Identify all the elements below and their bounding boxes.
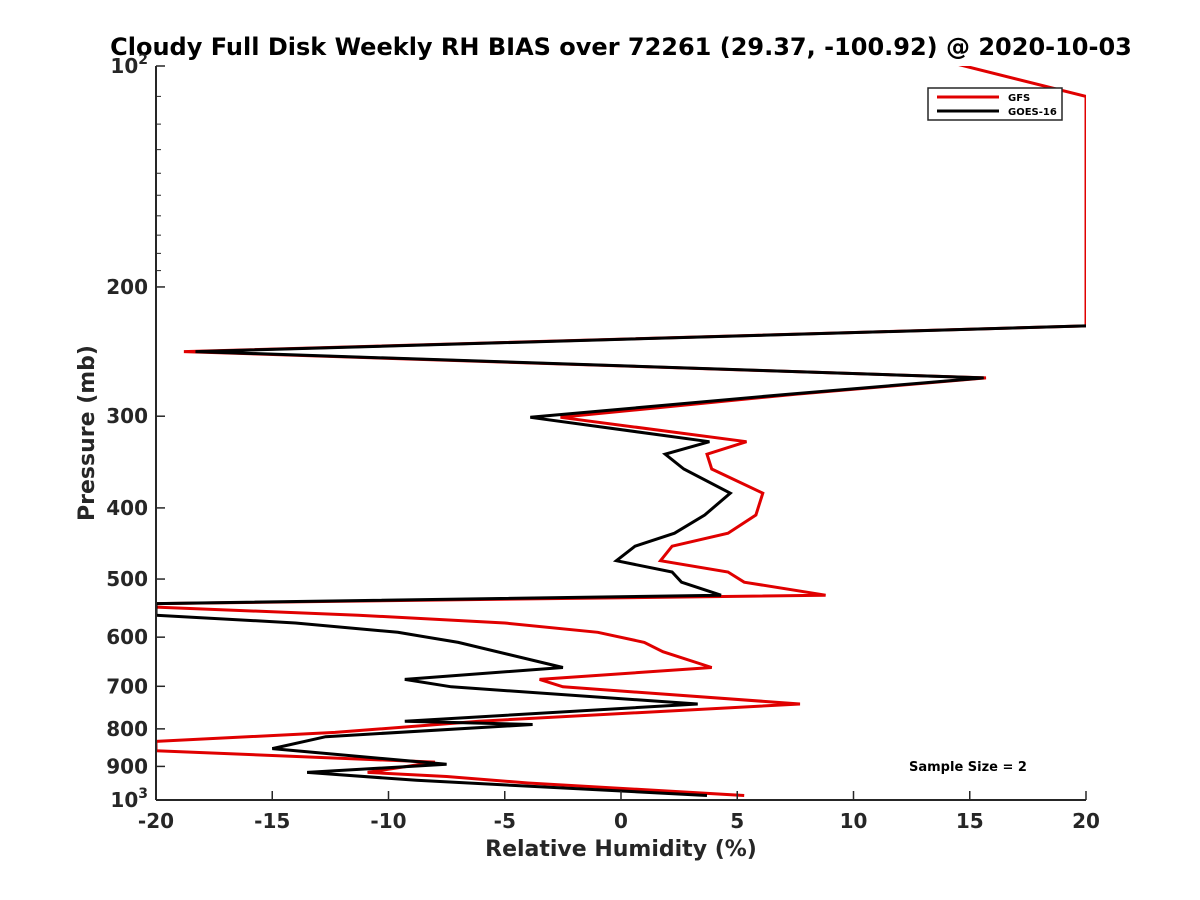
plot-area: -20 -15 -10 -5 0 5 10 15 20 102 200 300 400 500 600 70… (106, 52, 1100, 833)
y-ticks: 102 200 300 400 500 600 700 800 900 103 (106, 52, 165, 812)
series-layer (156, 66, 1086, 797)
x-tick-label: 10 (840, 809, 868, 833)
y-tick-label: 102 (110, 52, 148, 78)
x-tick-label: 5 (730, 809, 744, 833)
y-tick-label: 400 (106, 496, 148, 520)
y-tick-label: 600 (106, 625, 148, 649)
y-tick-label: 500 (106, 567, 148, 591)
x-tick-label: -20 (138, 809, 174, 833)
y-tick-label: 103 (110, 786, 148, 812)
legend-box (927, 87, 1063, 121)
y-tick-label: 300 (106, 404, 148, 428)
x-axis-label: Relative Humidity (%) (485, 837, 757, 862)
x-tick-label: 15 (956, 809, 984, 833)
x-tick-label: -15 (254, 809, 290, 833)
x-tick-label: 20 (1072, 809, 1100, 833)
series-line-goes-16 (156, 324, 1086, 797)
legend-label-goes-16: GOES-16 (1008, 107, 1057, 118)
y-tick-label: 700 (106, 674, 148, 698)
sample-size-annotation: Sample Size = 2 (909, 760, 1027, 775)
chart-title: Cloudy Full Disk Weekly RH BIAS over 722… (110, 33, 1132, 61)
x-tick-label: 0 (614, 809, 628, 833)
x-tick-label: -5 (494, 809, 516, 833)
series-line-gfs (156, 66, 1086, 797)
y-axis-label: Pressure (mb) (75, 345, 100, 521)
legend: GFS GOES-16 (927, 87, 1063, 121)
x-ticks: -20 -15 -10 -5 0 5 10 15 20 (138, 791, 1100, 833)
y-tick-label: 200 (106, 275, 148, 299)
y-tick-label: 900 (106, 754, 148, 778)
y-tick-label: 800 (106, 717, 148, 741)
legend-label-gfs: GFS (1008, 93, 1030, 104)
x-tick-label: -10 (370, 809, 406, 833)
